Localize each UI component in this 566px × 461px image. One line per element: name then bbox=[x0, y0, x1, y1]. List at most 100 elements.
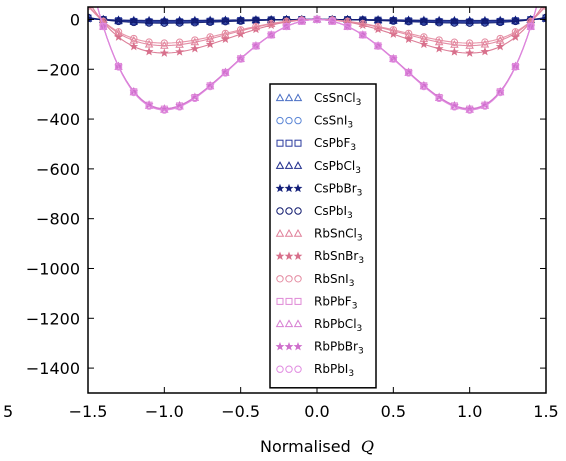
data-point bbox=[449, 47, 459, 56]
legend-marker bbox=[293, 341, 303, 351]
data-point bbox=[221, 29, 230, 38]
data-point bbox=[298, 17, 306, 25]
legend-marker bbox=[275, 93, 285, 102]
data-point bbox=[282, 22, 291, 31]
legend-entry: RbPbCl3 bbox=[275, 317, 362, 334]
x-tick-label: −0.5 bbox=[221, 402, 260, 421]
legend-marker bbox=[275, 183, 285, 193]
data-point bbox=[205, 39, 215, 49]
data-point bbox=[450, 103, 459, 111]
legend-marker bbox=[276, 297, 284, 305]
data-point bbox=[206, 33, 214, 41]
x-tick-label: 1.5 bbox=[533, 402, 558, 421]
y-tick-label: −200 bbox=[36, 60, 80, 79]
legend-marker bbox=[285, 116, 293, 125]
legend-marker bbox=[276, 139, 284, 147]
data-point bbox=[206, 18, 214, 26]
data-point bbox=[267, 19, 275, 28]
legend-marker bbox=[294, 365, 302, 373]
data-point bbox=[175, 47, 185, 56]
data-point bbox=[450, 38, 459, 46]
data-point bbox=[313, 15, 321, 24]
data-point bbox=[236, 29, 246, 38]
data-point bbox=[191, 94, 199, 103]
y-tick-label: −800 bbox=[36, 210, 80, 229]
data-point bbox=[236, 26, 245, 34]
data-point bbox=[496, 18, 504, 27]
data-point bbox=[221, 69, 230, 77]
x-tick-label: 0.0 bbox=[304, 402, 329, 421]
legend-entry: CsSnI3 bbox=[276, 114, 353, 131]
legend-marker bbox=[293, 319, 303, 328]
legend-label: RbPbBr3 bbox=[314, 340, 364, 357]
legend-label: CsSnI3 bbox=[314, 114, 353, 131]
data-point bbox=[114, 63, 123, 71]
legend-marker bbox=[284, 183, 294, 193]
data-point bbox=[252, 22, 260, 31]
data-point bbox=[144, 46, 154, 56]
data-point bbox=[159, 48, 169, 57]
data-point bbox=[465, 40, 474, 49]
data-point bbox=[404, 29, 413, 38]
data-point bbox=[404, 34, 414, 44]
legend-marker bbox=[285, 207, 293, 215]
cropped-tick-label: 5 bbox=[3, 402, 13, 421]
data-point bbox=[236, 17, 245, 25]
data-point bbox=[481, 19, 489, 27]
plot-content bbox=[84, 0, 546, 114]
legend-label: CsPbI3 bbox=[314, 204, 353, 221]
data-point bbox=[435, 36, 443, 44]
data-point bbox=[465, 39, 474, 47]
data-point bbox=[511, 17, 520, 26]
legend-marker bbox=[293, 161, 303, 169]
legend-label: RbSnCl3 bbox=[314, 227, 363, 244]
data-point bbox=[114, 17, 123, 26]
data-point bbox=[328, 17, 336, 25]
data-point bbox=[206, 82, 214, 91]
data-point bbox=[114, 28, 123, 36]
legend-marker bbox=[285, 365, 293, 373]
data-point bbox=[435, 94, 443, 103]
legend-marker bbox=[294, 297, 302, 305]
legend-marker bbox=[275, 319, 285, 328]
legend-marker bbox=[284, 251, 294, 260]
legend-marker bbox=[284, 341, 294, 351]
legend-label: RbPbF3 bbox=[314, 294, 357, 311]
data-point bbox=[419, 39, 429, 49]
legend-entry: RbSnI3 bbox=[276, 272, 354, 289]
x-tick-label: 0.5 bbox=[381, 402, 406, 421]
data-point bbox=[130, 88, 138, 97]
legend-marker bbox=[294, 275, 302, 283]
legend-entry: CsSnCl3 bbox=[275, 91, 361, 108]
legend-marker bbox=[293, 228, 303, 237]
legend-entry: CsPbCl3 bbox=[275, 159, 361, 176]
data-point bbox=[252, 42, 260, 50]
legend-label: RbPbI3 bbox=[314, 362, 354, 379]
data-point bbox=[434, 44, 444, 53]
legend-marker bbox=[285, 297, 293, 305]
data-point bbox=[359, 19, 367, 28]
data-point bbox=[374, 22, 382, 31]
data-point bbox=[389, 26, 398, 34]
legend-entry: CsPbF3 bbox=[276, 136, 356, 153]
legend-marker bbox=[285, 275, 293, 283]
y-tick-label: −1400 bbox=[26, 359, 80, 378]
legend-marker bbox=[293, 251, 303, 260]
legend-marker bbox=[276, 207, 284, 215]
data-point bbox=[84, 0, 91, 4]
data-point bbox=[267, 31, 275, 39]
y-tick-label: −1200 bbox=[26, 309, 80, 328]
data-point bbox=[511, 28, 520, 36]
data-point bbox=[359, 31, 367, 39]
legend-marker bbox=[276, 365, 284, 373]
data-point bbox=[481, 102, 489, 110]
x-tick-label: −1.5 bbox=[69, 402, 108, 421]
data-point bbox=[389, 17, 398, 25]
legend-entry: RbSnCl3 bbox=[275, 227, 363, 244]
legend-marker bbox=[275, 161, 285, 169]
data-point bbox=[511, 63, 520, 71]
legend: CsSnCl3 CsSnI3 CsPbF3 CsPbCl3 CsPbBr3 CsPbI3 R… bbox=[269, 83, 377, 389]
data-point bbox=[191, 36, 199, 44]
series-rbpbi3 bbox=[97, 7, 537, 114]
legend-entry: RbPbI3 bbox=[276, 362, 354, 379]
